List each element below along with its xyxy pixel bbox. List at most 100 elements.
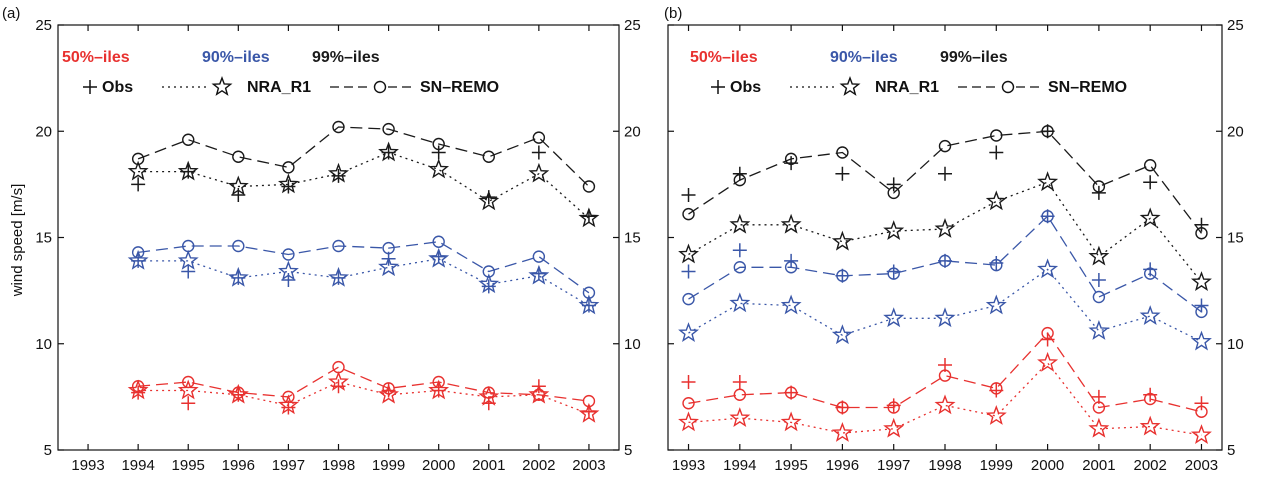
- data-point-p50-remo: [887, 401, 900, 414]
- data-point-p90-remo: [1195, 305, 1208, 319]
- panel-label: (b): [664, 5, 682, 22]
- data-point-p99-nra: [177, 160, 199, 181]
- data-point-p50-obs: [1194, 396, 1209, 411]
- data-point-p50-remo: [582, 394, 596, 408]
- data-point-p90-remo: [1092, 290, 1106, 304]
- data-point-p50-remo: [1092, 401, 1106, 414]
- data-point-p50-remo: [784, 386, 798, 399]
- series-line-p50-remo: [688, 332, 1202, 413]
- data-point-p99-remo: [332, 120, 345, 134]
- panel-b: (b) 5 10 15 20 25 1993 1994 1995 1996 1997 1998 1999…: [664, 5, 1244, 474]
- data-point-p90-remo: [938, 254, 952, 268]
- data-point-p90-remo: [482, 265, 495, 278]
- data-point-p90-nra: [327, 266, 350, 287]
- data-point-p90-obs: [531, 266, 546, 281]
- data-point-p50-remo: [1195, 405, 1208, 418]
- data-point-p99-remo: [432, 137, 445, 151]
- legend-label-remo: SN–REMO: [420, 79, 499, 96]
- y-tick-label-right: 5: [1227, 442, 1235, 459]
- y-tick-label-right: 10: [624, 336, 641, 353]
- x-tick-label: 1996: [826, 457, 859, 474]
- data-point-p90-remo: [784, 261, 798, 274]
- data-point-p99-remo: [1092, 180, 1106, 193]
- y-tick-label-left: 10: [35, 336, 52, 353]
- panel-a: (a) 5 5 10 10 15 15 20 20 25 25 1993 1994 1995 1996 199…: [2, 5, 641, 474]
- data-point-p90-nra: [1088, 319, 1110, 340]
- series-line-p90-nra: [138, 258, 590, 307]
- y-tick-label-left: 20: [35, 123, 52, 140]
- x-tick-label: 1997: [272, 457, 305, 474]
- data-point-p90-remo: [382, 241, 395, 255]
- data-point-p50-nra: [934, 394, 956, 415]
- legend-marker-nra: [839, 75, 861, 96]
- data-point-p50-nra: [831, 421, 853, 442]
- data-point-p99-nra: [934, 217, 956, 238]
- data-point-p50-remo: [382, 382, 395, 395]
- data-point-p50-remo: [482, 386, 495, 399]
- x-tick-label: 2000: [1031, 457, 1064, 474]
- data-point-p99-remo: [582, 180, 596, 193]
- data-point-p90-nra: [578, 294, 600, 315]
- data-point-p90-remo: [532, 250, 546, 263]
- x-tick-label: 2002: [1133, 457, 1166, 474]
- data-point-p50-remo: [131, 380, 145, 393]
- data-point-p99-nra: [278, 173, 299, 194]
- data-point-p90-nra: [1139, 305, 1161, 326]
- x-tick-label: 1999: [980, 457, 1013, 474]
- y-tick-label-left: 5: [44, 442, 52, 459]
- data-point-p50-obs: [131, 385, 146, 400]
- data-point-p50-obs: [1143, 387, 1158, 402]
- legend-label-nra: NRA_R1: [247, 79, 311, 96]
- data-point-p99-remo: [682, 207, 695, 221]
- data-point-p90-nra: [934, 307, 956, 328]
- data-point-p99-obs: [732, 166, 747, 181]
- data-point-p99-nra: [1190, 271, 1212, 292]
- data-point-p90-remo: [232, 239, 245, 253]
- data-point-p50-nra: [528, 383, 550, 404]
- data-point-p90-nra: [428, 247, 450, 268]
- data-point-p90-remo: [332, 239, 345, 253]
- data-point-p99-remo: [1041, 125, 1054, 138]
- data-point-p50-remo: [682, 397, 695, 410]
- x-tick-label: 1998: [928, 457, 961, 474]
- data-point-p50-remo: [532, 388, 546, 401]
- data-point-p50-nra: [428, 379, 450, 400]
- data-point-p50-nra: [328, 370, 349, 391]
- series-line-p90-nra: [688, 268, 1202, 343]
- data-point-p99-nra: [227, 175, 249, 196]
- data-point-p99-nra: [780, 213, 802, 234]
- data-point-p99-remo: [887, 186, 900, 200]
- data-point-p90-remo: [1143, 267, 1157, 280]
- series-line-p99-nra: [138, 151, 590, 219]
- legend-label-p50: 50%–iles: [62, 49, 130, 66]
- series-line-p50-nra: [138, 381, 590, 415]
- data-point-p90-nra: [278, 260, 299, 281]
- y-tick-label-right: 15: [624, 230, 641, 247]
- series-line-p90-remo: [138, 241, 590, 294]
- legend-label-p90: 90%–iles: [202, 49, 270, 66]
- data-point-p99-nra: [478, 190, 500, 211]
- y-tick-label-right: 25: [1227, 17, 1244, 34]
- data-point-p50-remo: [836, 401, 849, 414]
- data-point-p90-remo: [1041, 210, 1054, 223]
- legend-marker-nra: [211, 75, 233, 96]
- data-point-p50-remo: [332, 360, 345, 374]
- data-point-p50-obs: [732, 375, 747, 389]
- series-line-p99-remo: [688, 130, 1203, 234]
- data-point-p99-nra: [985, 190, 1007, 211]
- legend-marker-obs: [711, 80, 725, 94]
- data-point-p50-remo: [182, 375, 195, 389]
- data-point-p50-nra: [478, 385, 500, 406]
- data-point-p90-nra: [227, 266, 249, 287]
- data-point-p90-nra: [678, 322, 700, 343]
- data-point-p99-obs: [681, 188, 696, 202]
- data-point-p50-nra: [780, 411, 802, 432]
- x-tick-label: 1998: [322, 457, 355, 474]
- y-tick-label-right: 15: [1227, 230, 1244, 247]
- data-point-p90-obs: [431, 249, 446, 264]
- x-tick-label: 2000: [422, 457, 455, 474]
- data-point-p99-remo: [131, 152, 145, 166]
- data-point-p99-remo: [382, 122, 395, 136]
- data-point-p99-obs: [581, 209, 596, 224]
- data-point-p50-remo: [1041, 326, 1054, 340]
